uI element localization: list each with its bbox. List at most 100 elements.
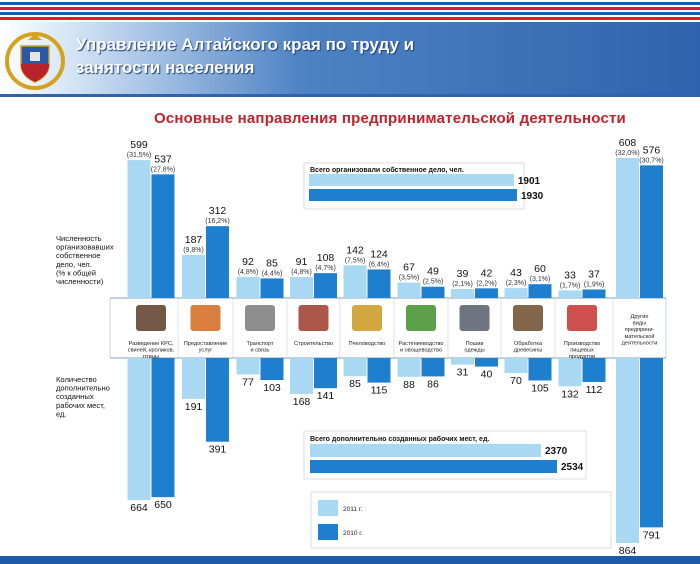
value-label: 132 (561, 388, 579, 400)
percent-label: (2,2%) (476, 280, 497, 287)
value-label: 60 (534, 263, 546, 275)
upper-axis-label: организовавших (56, 243, 114, 252)
category-label: одежды (464, 348, 484, 354)
lower-axis-label: дополнительно (56, 384, 110, 393)
value-label: 40 (481, 369, 493, 381)
category-label: Растениеводство (399, 341, 444, 347)
bar-started-2011 (127, 160, 151, 298)
percent-label: (31,5%) (127, 152, 152, 159)
bar-jobs-2010 (421, 358, 445, 377)
value-label: 108 (317, 252, 335, 264)
bar-started-2011 (343, 265, 367, 298)
legend-label: 2010 г. (343, 530, 363, 537)
total-jobs-bar (310, 460, 557, 473)
value-label: 112 (586, 384, 603, 396)
value-label: 650 (154, 499, 172, 511)
bar-jobs-2010 (475, 358, 498, 367)
value-label: 77 (242, 376, 254, 388)
total-jobs-bar (310, 444, 542, 457)
bar-jobs-2010 (151, 358, 175, 498)
bar-started-2011 (451, 289, 474, 298)
bar-started-2010 (475, 288, 498, 298)
bar-jobs-2010 (314, 358, 337, 389)
value-label: 141 (317, 390, 335, 402)
upper-axis-label: Численность (56, 234, 102, 243)
bar-started-2010 (528, 284, 552, 298)
bar-started-2010 (367, 269, 391, 298)
header-title-line-2: занятости населения (76, 58, 255, 77)
footer-bar (0, 556, 700, 564)
bar-jobs-2010 (367, 358, 391, 383)
bar-jobs-2010 (582, 358, 606, 382)
bar-started-2011 (558, 290, 582, 298)
percent-label: (4,8%) (238, 269, 259, 276)
value-label: 91 (296, 256, 308, 268)
value-label: 67 (403, 262, 415, 274)
value-label: 608 (619, 137, 637, 149)
percent-label: (2,1%) (452, 281, 473, 288)
percent-label: (16,2%) (205, 218, 230, 225)
category-label: предприни- (625, 327, 655, 333)
value-label: 537 (154, 153, 172, 165)
totals-started-title: Всего организовали собственное дело, чел… (310, 166, 464, 174)
value-label: 142 (346, 244, 364, 256)
bar-jobs-2010 (260, 358, 284, 381)
percent-label: (7,5%) (345, 257, 366, 264)
value-label: 42 (481, 267, 493, 279)
percent-label: (6,4%) (369, 261, 390, 268)
value-label: 191 (185, 401, 203, 413)
category-label: и овощеводство (400, 348, 442, 354)
value-label: 312 (209, 205, 227, 217)
upper-axis-label: численности) (56, 277, 104, 286)
value-label: 37 (588, 268, 600, 280)
category-label: услуг (199, 348, 213, 354)
category-label: деятельности (622, 340, 658, 346)
percent-label: (4,8%) (291, 269, 312, 276)
category-picture (459, 305, 490, 331)
value-label: 599 (130, 139, 148, 151)
legend-box (310, 491, 612, 549)
lower-axis-label: Количество (56, 375, 97, 384)
totals-jobs-title: Всего дополнительно созданных рабочих ме… (310, 435, 489, 443)
value-label: 85 (349, 378, 361, 390)
bar-jobs-2011 (397, 358, 421, 377)
bar-jobs-2011 (290, 358, 313, 394)
bar-started-2010 (260, 278, 284, 298)
percent-label: (2,3%) (506, 280, 527, 287)
value-label: 391 (209, 444, 227, 456)
total-jobs-value: 2534 (561, 462, 584, 473)
legend-label: 2011 г. (343, 506, 362, 513)
value-label: 88 (403, 379, 415, 391)
value-label: 115 (371, 385, 388, 397)
upper-axis-label: (% к общей (56, 268, 96, 277)
bar-jobs-2011 (504, 358, 528, 373)
value-label: 576 (643, 144, 661, 156)
bar-jobs-2011 (343, 358, 367, 377)
value-label: 86 (427, 378, 439, 390)
category-label: древесины (514, 348, 543, 354)
bar-started-2010 (421, 286, 445, 298)
category-picture (298, 305, 329, 331)
category-picture (190, 305, 221, 331)
value-label: 664 (130, 502, 148, 514)
percent-label: (27,8%) (151, 166, 176, 173)
bar-started-2011 (504, 288, 528, 298)
category-label: Производство (564, 341, 600, 347)
value-label: 33 (564, 269, 576, 281)
total-started-value: 1930 (521, 191, 544, 202)
bar-jobs-2011 (558, 358, 582, 387)
total-jobs-value: 2370 (545, 446, 568, 457)
lower-axis-label: рабочих мест, (56, 401, 105, 410)
header-title-line-1: Управление Алтайского края по труду и (76, 35, 415, 54)
percent-label: (1,7%) (560, 282, 581, 289)
percent-label: (4,4%) (262, 270, 283, 277)
category-label: Транспорт (247, 341, 274, 347)
bar-jobs-2010 (206, 358, 229, 442)
category-label: Предоставление (184, 341, 227, 347)
category-picture (567, 305, 597, 331)
value-label: 168 (293, 396, 311, 408)
bar-jobs-2011 (451, 358, 474, 365)
percent-label: (2,5%) (423, 279, 444, 286)
bar-started-2011 (182, 254, 205, 298)
percent-label: (1,9%) (584, 281, 605, 288)
